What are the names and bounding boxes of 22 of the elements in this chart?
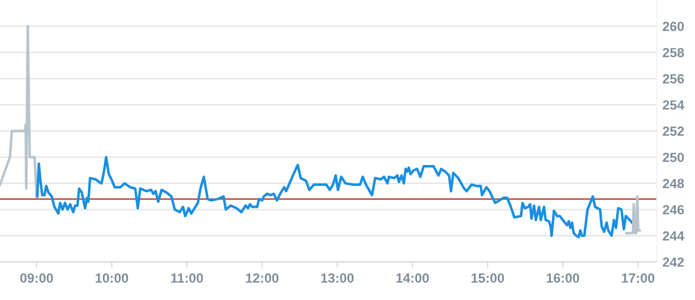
x-tick-label: 12:00 xyxy=(246,273,278,283)
x-tick-label: 11:00 xyxy=(171,273,203,283)
x-tick-label: 16:00 xyxy=(546,273,580,283)
x-tick-label: 09:00 xyxy=(20,273,53,283)
y-tick-label: 248 xyxy=(662,178,684,188)
y-tick-label: 256 xyxy=(662,74,684,84)
line-series xyxy=(36,156,634,238)
line-series xyxy=(0,24,38,198)
x-tick-label: 14:00 xyxy=(396,273,429,283)
y-tick-label: 250 xyxy=(662,152,684,162)
y-tick-label: 246 xyxy=(662,205,684,214)
line-series xyxy=(625,195,641,234)
y-tick-label: 258 xyxy=(662,48,684,58)
y-tick-label: 242 xyxy=(662,257,684,267)
y-tick-label: 260 xyxy=(662,22,684,32)
x-tick-label: 15:00 xyxy=(472,273,504,283)
y-tick-label: 244 xyxy=(662,231,684,240)
x-tick-label: 17:00 xyxy=(622,273,654,283)
y-tick-label: 252 xyxy=(662,126,684,136)
x-tick-label: 10:00 xyxy=(96,273,128,283)
y-tick-label: 254 xyxy=(662,100,684,110)
x-tick-label: 13:00 xyxy=(321,273,354,283)
